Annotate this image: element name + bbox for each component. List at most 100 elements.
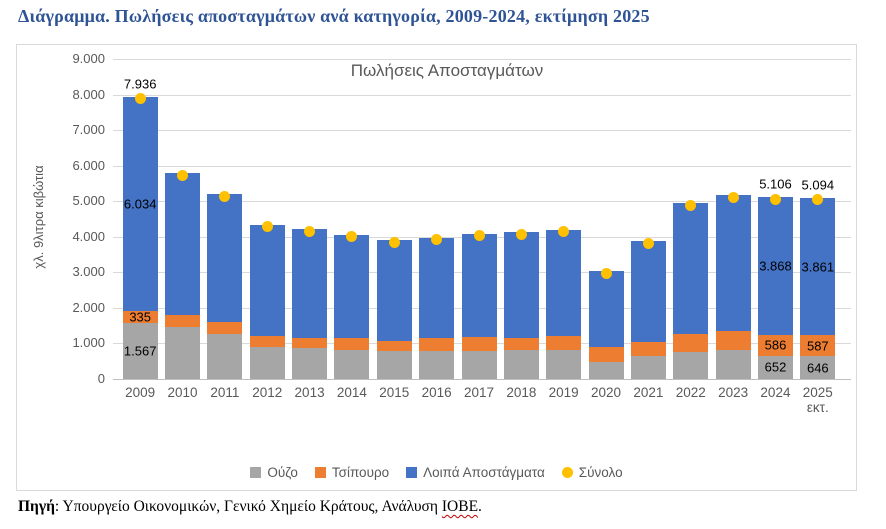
segment-data-label: 652: [764, 359, 787, 375]
bar-segment: [588, 346, 624, 362]
bar-segment: [673, 203, 709, 334]
x-tick-label: 2013: [294, 385, 325, 400]
y-tick-label: 1.000: [72, 335, 105, 351]
total-dot: [134, 93, 146, 105]
x-tick-label: 2024: [760, 385, 791, 400]
y-tick-label: 2.000: [72, 299, 105, 315]
legend-item: Σύνολο: [561, 465, 623, 480]
bar-segment: [546, 229, 582, 336]
segment-data-label: 3.868: [759, 258, 792, 274]
bar-segment: [249, 347, 285, 379]
legend-item: Ούζο: [250, 465, 298, 480]
x-tick-label: 2011: [210, 385, 240, 400]
bar-segment: [292, 338, 328, 349]
y-tick-label: 8.000: [72, 86, 105, 102]
bar-group-2017: [461, 59, 497, 379]
x-axis-tick-labels: 2009 2010 2011 2012 2013 2014 2015 2016 2017 2018…: [119, 385, 839, 419]
legend-label: Σύνολο: [578, 465, 623, 480]
bar-segment: [673, 333, 709, 352]
bar-group-2021: [630, 59, 666, 379]
bar-group-2024: 652 586 3.868 5.106: [757, 59, 793, 379]
bar-segment: [461, 336, 497, 351]
bar-segment: [334, 234, 370, 339]
total-dot: [515, 228, 527, 240]
bar-segment: [376, 341, 412, 351]
y-tick-label: 7.000: [72, 122, 105, 138]
total-data-label: 7.936: [123, 76, 157, 92]
bar-group-2019: [546, 59, 582, 379]
bar-segment: [376, 350, 412, 379]
bar-group-2015: [376, 59, 412, 379]
y-tick-label: 4.000: [72, 228, 105, 244]
x-tick-label: 2019: [548, 385, 579, 400]
y-tick-label: 9.000: [72, 51, 105, 66]
x-tick-sublabel: εκτ.: [806, 400, 829, 415]
bar-segment: [757, 197, 793, 335]
x-tick-label: 2021: [633, 385, 664, 400]
bar-group-2012: [249, 59, 285, 379]
x-tick-label: 2015: [379, 385, 410, 400]
bar-segment: [165, 173, 201, 315]
segment-data-label: 646: [806, 360, 829, 375]
legend-item: Τσίπουρο: [314, 465, 390, 480]
total-dot: [304, 225, 316, 237]
total-dot: [558, 226, 570, 238]
total-data-label: 5.094: [801, 177, 835, 193]
bar-segment: [757, 335, 793, 356]
total-dot: [473, 230, 485, 242]
bar-group-2016: [419, 59, 455, 379]
source-label: Πηγή: [18, 498, 55, 515]
source-flagged-word: ΙΟΒΕ: [441, 498, 479, 515]
bar-group-2011: [207, 59, 243, 379]
legend-label: Λοιπά Αποστάγματα: [423, 465, 545, 480]
x-tick-label: 2025 εκτ.: [797, 385, 839, 415]
total-dot: [388, 236, 400, 248]
bar-segment: [292, 229, 328, 339]
segment-data-label: 3.861: [801, 259, 835, 275]
bar-segment: [503, 232, 539, 338]
gridline: [113, 201, 851, 203]
bar-segment: [630, 342, 666, 356]
source-suffix: .: [478, 498, 482, 515]
bar-segment: [546, 349, 582, 379]
legend-marker-circle: [561, 467, 573, 478]
legend-label: Τσίπουρο: [331, 465, 390, 480]
bar-segment: [249, 224, 285, 336]
bar-segment: [800, 335, 836, 357]
bar-segment: [588, 361, 624, 379]
x-tick-label: 2014: [336, 385, 367, 400]
bar-segment: [165, 314, 201, 328]
legend-label: Ούζο: [267, 465, 298, 480]
legend-marker-square: [406, 467, 418, 478]
bar-segment: [800, 356, 836, 379]
bar-segment: [292, 348, 328, 379]
bar-segment: [207, 194, 243, 322]
total-dot: [600, 267, 612, 279]
y-tick-label: 6.000: [72, 157, 105, 173]
segment-data-label: 1.567: [123, 343, 157, 359]
gridline: [113, 59, 851, 60]
chart-frame: Πωλήσεις Αποσταγμάτων χλ. 9λιτρα κιβώτια…: [16, 44, 857, 491]
bar-segment: [249, 335, 285, 348]
y-axis-tick-labels: 0 1.000 2.000 3.000 4.000 5.000 6.000 7.000 8.00…: [17, 52, 105, 386]
source-line: Πηγή: Υπουργείο Οικονομικών, Γενικό Χημε…: [18, 498, 868, 516]
bar-segment: [419, 351, 455, 379]
x-tick-label: 2020: [591, 385, 622, 400]
x-tick-label: 2016: [421, 385, 452, 400]
chart-legend: Ούζο Τσίπουρο Λοιπά Αποστάγματα Σύνολο: [17, 465, 856, 480]
x-tick-label: 2012: [252, 385, 283, 400]
y-tick-label: 3.000: [72, 264, 105, 280]
x-tick-label: 2017: [463, 385, 494, 400]
bars-layer: 1.567 335 6.034 7.936 652 586 3.868 5.106 646 587…: [119, 59, 839, 379]
bar-segment: [546, 336, 582, 350]
bar-group-2022: [673, 59, 709, 379]
bar-group-2020: [588, 59, 624, 379]
bar-segment: [715, 331, 751, 350]
bar-segment: [503, 337, 539, 350]
x-tick-label: 2010: [167, 385, 198, 400]
bar-segment: [588, 271, 624, 347]
bar-segment: [376, 240, 412, 342]
bar-segment: [715, 195, 751, 331]
y-tick-label: 0: [97, 371, 105, 386]
